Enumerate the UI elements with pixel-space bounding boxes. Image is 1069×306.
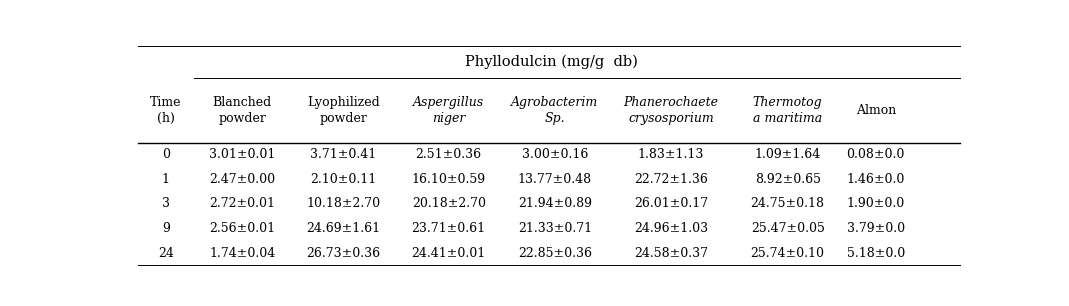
- Text: 2.51±0.36: 2.51±0.36: [416, 148, 482, 161]
- Text: 3.01±0.01: 3.01±0.01: [210, 148, 276, 161]
- Text: Agrobacterim
Sp.: Agrobacterim Sp.: [511, 96, 599, 125]
- Text: Almon: Almon: [855, 104, 896, 117]
- Text: 24.58±0.37: 24.58±0.37: [634, 247, 708, 259]
- Text: 2.56±0.01: 2.56±0.01: [210, 222, 276, 235]
- Text: 1.09±1.64: 1.09±1.64: [755, 148, 821, 161]
- Text: Aspergillus
niger: Aspergillus niger: [414, 96, 484, 125]
- Text: 1.46±0.0: 1.46±0.0: [847, 173, 904, 186]
- Text: 2.10±0.11: 2.10±0.11: [310, 173, 376, 186]
- Text: 1.83±1.13: 1.83±1.13: [638, 148, 704, 161]
- Text: Lyophilized
powder: Lyophilized powder: [307, 96, 379, 125]
- Text: Time
(h): Time (h): [150, 96, 182, 125]
- Text: 1.74±0.04: 1.74±0.04: [210, 247, 276, 259]
- Text: 1: 1: [161, 173, 170, 186]
- Text: 16.10±0.59: 16.10±0.59: [412, 173, 485, 186]
- Text: 22.85±0.36: 22.85±0.36: [517, 247, 592, 259]
- Text: 24: 24: [158, 247, 173, 259]
- Text: Phanerochaete
crysosporium: Phanerochaete crysosporium: [623, 96, 718, 125]
- Text: 2.72±0.01: 2.72±0.01: [210, 197, 275, 211]
- Text: 26.73±0.36: 26.73±0.36: [307, 247, 381, 259]
- Text: Blanched
powder: Blanched powder: [213, 96, 272, 125]
- Text: 3.71±0.41: 3.71±0.41: [310, 148, 376, 161]
- Text: 20.18±2.70: 20.18±2.70: [412, 197, 485, 211]
- Text: 24.75±0.18: 24.75±0.18: [750, 197, 824, 211]
- Text: 26.01±0.17: 26.01±0.17: [634, 197, 708, 211]
- Text: 23.71±0.61: 23.71±0.61: [412, 222, 485, 235]
- Text: 25.74±0.10: 25.74±0.10: [750, 247, 824, 259]
- Text: 21.33±0.71: 21.33±0.71: [517, 222, 592, 235]
- Text: 24.69±1.61: 24.69±1.61: [307, 222, 381, 235]
- Text: 1.90±0.0: 1.90±0.0: [847, 197, 904, 211]
- Text: Phyllodulcin (mg/g  db): Phyllodulcin (mg/g db): [465, 55, 638, 69]
- Text: 13.77±0.48: 13.77±0.48: [517, 173, 592, 186]
- Text: 2.47±0.00: 2.47±0.00: [210, 173, 276, 186]
- Text: 24.41±0.01: 24.41±0.01: [412, 247, 486, 259]
- Text: 0: 0: [161, 148, 170, 161]
- Text: 8.92±0.65: 8.92±0.65: [755, 173, 821, 186]
- Text: 5.18±0.0: 5.18±0.0: [847, 247, 904, 259]
- Text: 24.96±1.03: 24.96±1.03: [634, 222, 708, 235]
- Text: 21.94±0.89: 21.94±0.89: [517, 197, 592, 211]
- Text: 3.79±0.0: 3.79±0.0: [847, 222, 904, 235]
- Text: 3.00±0.16: 3.00±0.16: [522, 148, 588, 161]
- Text: 10.18±2.70: 10.18±2.70: [307, 197, 381, 211]
- Text: 22.72±1.36: 22.72±1.36: [634, 173, 708, 186]
- Text: 0.08±0.0: 0.08±0.0: [847, 148, 904, 161]
- Text: 25.47±0.05: 25.47±0.05: [750, 222, 824, 235]
- Text: 9: 9: [161, 222, 170, 235]
- Text: Thermotog
a maritima: Thermotog a maritima: [753, 96, 822, 125]
- Text: 3: 3: [161, 197, 170, 211]
